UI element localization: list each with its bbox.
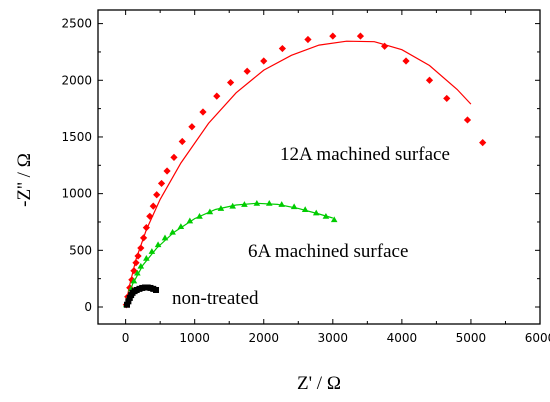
data-point (188, 123, 196, 131)
data-point (479, 139, 487, 147)
data-point (330, 216, 338, 223)
data-point (186, 217, 194, 224)
data-point (124, 301, 131, 308)
data-point (241, 201, 248, 207)
data-point (153, 191, 161, 199)
data-points (122, 32, 487, 309)
y-tick-label: 1500 (61, 130, 92, 144)
x-axis-title: Z' / Ω (297, 373, 341, 394)
data-point (199, 108, 207, 116)
x-tick-label: 5000 (456, 331, 487, 345)
x-tick-label: 3000 (318, 331, 349, 345)
data-point (142, 224, 150, 232)
data-point (132, 259, 140, 267)
data-point (402, 57, 410, 65)
data-point (206, 208, 214, 215)
data-point (137, 244, 145, 252)
data-point (149, 202, 157, 210)
data-point (161, 234, 169, 241)
data-point (134, 252, 142, 260)
data-point (137, 262, 145, 269)
data-point (356, 32, 365, 40)
data-point (169, 228, 176, 235)
data-point (260, 57, 268, 65)
data-point (178, 137, 186, 146)
data-point (290, 203, 298, 210)
data-point (278, 44, 286, 53)
data-point (253, 199, 261, 206)
data-point (130, 277, 138, 284)
data-point (146, 212, 154, 220)
x-tick-label: 1000 (179, 331, 210, 345)
data-point (278, 201, 286, 207)
data-point (163, 167, 171, 175)
y-tick-label: 0 (84, 300, 92, 314)
fit-lines (125, 40, 472, 308)
data-point (148, 248, 156, 254)
data-point (134, 269, 141, 276)
data-point (322, 213, 330, 219)
data-point (301, 206, 309, 212)
plot-frame (97, 9, 541, 325)
data-point (170, 153, 178, 161)
data-point (243, 67, 251, 75)
y-tick-label: 2000 (61, 73, 92, 87)
data-point (265, 199, 273, 206)
x-tick-label: 0 (122, 331, 130, 345)
x-tick-label: 4000 (387, 331, 418, 345)
y-tick-label: 2500 (61, 17, 92, 31)
data-point (125, 298, 132, 305)
data-point (217, 205, 225, 211)
fit-line-series-1 (125, 202, 333, 308)
y-tick-label: 1000 (61, 187, 92, 201)
data-point (153, 286, 160, 293)
y-axis-title: -Z'' / Ω (14, 153, 35, 207)
data-point (329, 32, 337, 40)
axes (97, 9, 541, 325)
data-point (154, 241, 162, 248)
fit-line-series-0 (125, 40, 472, 308)
data-point (213, 92, 221, 100)
data-point (425, 76, 434, 84)
annotation-12a: 12A machined surface (280, 144, 450, 165)
y-tick-label: 500 (69, 243, 92, 257)
data-point (304, 35, 312, 44)
data-point (130, 267, 138, 275)
data-point (143, 254, 150, 261)
annotation-non-treated: non-treated (172, 288, 259, 309)
data-point (196, 213, 203, 219)
annotation-6a: 6A machined surface (248, 241, 408, 262)
data-point (177, 223, 185, 229)
data-point (229, 202, 236, 209)
data-point (139, 234, 148, 242)
data-point (128, 276, 136, 284)
x-tick-label: 2000 (248, 331, 279, 345)
data-point (157, 179, 166, 188)
data-point (312, 209, 320, 216)
data-point (463, 116, 472, 124)
data-point (227, 78, 235, 87)
data-point (443, 94, 451, 103)
data-point (381, 42, 389, 50)
